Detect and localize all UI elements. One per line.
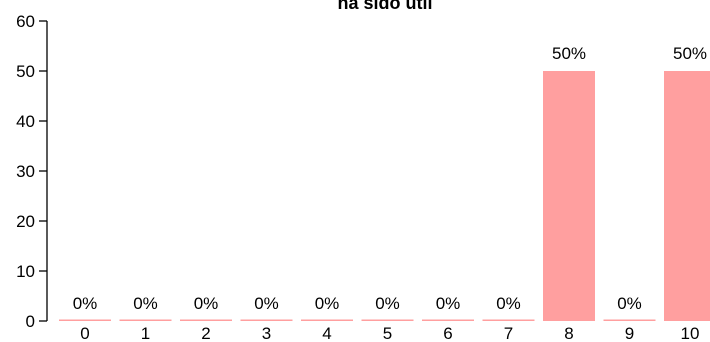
bar-10	[664, 71, 710, 321]
bar-5	[361, 319, 414, 321]
data-label-2: 0%	[194, 294, 219, 313]
data-label-9: 0%	[617, 294, 642, 313]
bar-7	[482, 319, 535, 321]
y-axis: 0 10 20 30 40 50 60	[16, 12, 48, 331]
y-tick-label: 50	[16, 62, 35, 81]
x-tick-label-9: 9	[625, 324, 634, 342]
data-labels: 0% 0% 0% 0% 0% 0% 0% 0% 50% 0% 50%	[73, 44, 707, 313]
data-label-4: 0%	[315, 294, 340, 313]
y-tick-label: 60	[16, 12, 35, 31]
chart-title: ha sido útil	[337, 0, 432, 13]
x-tick-label-0: 0	[80, 324, 89, 342]
x-tick-label-3: 3	[262, 324, 271, 342]
data-label-10: 50%	[673, 44, 707, 63]
data-label-0: 0%	[73, 294, 98, 313]
x-tick-label-6: 6	[443, 324, 452, 342]
bars	[59, 71, 710, 321]
y-tick-label: 0	[26, 312, 35, 331]
bar-0	[59, 319, 111, 321]
x-tick-label-5: 5	[383, 324, 392, 342]
data-label-8: 50%	[552, 44, 586, 63]
bar-4	[301, 319, 353, 321]
bar-1	[119, 319, 172, 321]
bar-2	[180, 319, 232, 321]
x-axis-labels: 0 1 2 3 4 5 6 7 8 9 10	[80, 324, 699, 342]
x-tick-label-2: 2	[201, 324, 210, 342]
y-tick-label: 10	[16, 262, 35, 281]
x-tick-label-10: 10	[681, 324, 700, 342]
x-tick-label-8: 8	[564, 324, 573, 342]
bar-9	[603, 319, 656, 321]
x-tick-label-1: 1	[141, 324, 150, 342]
y-tick-label: 20	[16, 212, 35, 231]
data-label-6: 0%	[436, 294, 461, 313]
x-tick-label-7: 7	[504, 324, 513, 342]
data-label-3: 0%	[254, 294, 279, 313]
y-tick-label: 40	[16, 112, 35, 131]
data-label-1: 0%	[133, 294, 158, 313]
x-tick-label-4: 4	[322, 324, 331, 342]
bar-6	[422, 319, 474, 321]
data-label-5: 0%	[375, 294, 400, 313]
data-label-7: 0%	[496, 294, 521, 313]
bar-8	[543, 71, 595, 321]
bar-3	[240, 319, 293, 321]
y-tick-label: 30	[16, 162, 35, 181]
